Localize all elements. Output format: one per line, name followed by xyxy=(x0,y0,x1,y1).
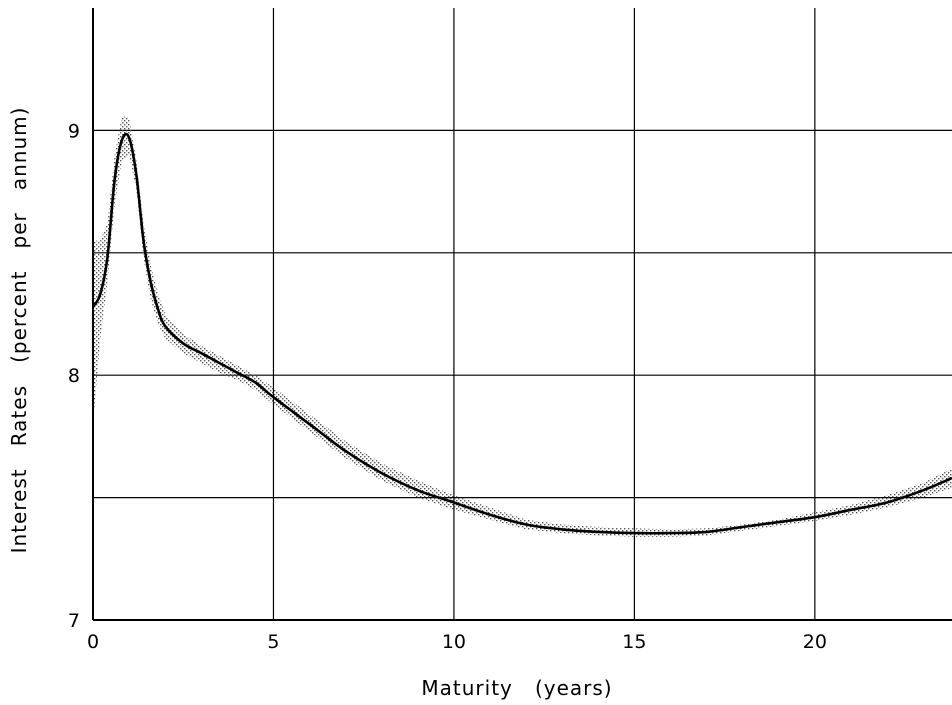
x-tick-label: 0 xyxy=(87,631,99,653)
x-tick-label: 10 xyxy=(442,631,466,653)
y-tick-label: 7 xyxy=(68,610,80,632)
stippled-band xyxy=(93,115,952,537)
x-tick-label: 5 xyxy=(267,631,279,653)
x-tick-labels: 0 5 10 15 20 xyxy=(87,631,827,653)
x-tick-label: 15 xyxy=(622,631,646,653)
y-tick-label: 8 xyxy=(68,365,80,387)
x-tick-label: 20 xyxy=(803,631,827,653)
y-tick-labels: 7 8 9 xyxy=(68,120,80,632)
confidence-band xyxy=(93,115,952,537)
series-lines xyxy=(91,132,952,535)
axes xyxy=(92,8,952,621)
y-axis-label: Interest Rates (percent per annum) xyxy=(7,107,31,554)
x-axis-label: Maturity (years) xyxy=(421,676,612,700)
y-tick-label: 9 xyxy=(68,120,80,142)
yield-curve-line xyxy=(91,132,952,535)
